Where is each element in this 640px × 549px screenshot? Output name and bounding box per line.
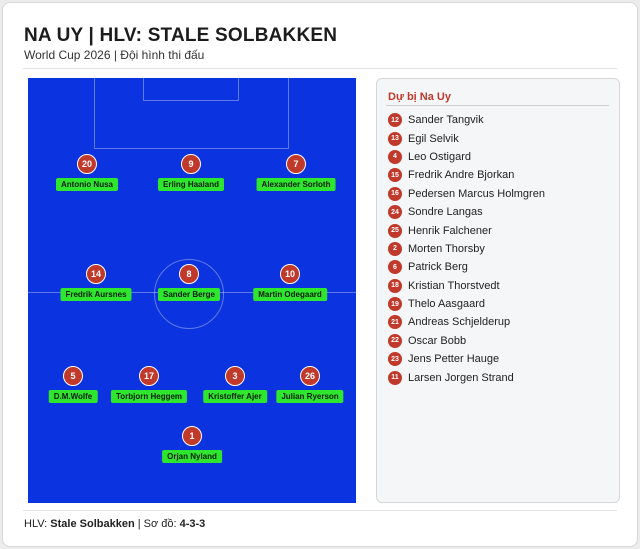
player-name-tag: Alexander Sorloth (256, 178, 336, 191)
player-number-badge: 20 (77, 154, 97, 174)
bench-list-item[interactable]: 11 Larsen Jorgen Strand (388, 368, 545, 386)
formation-label: | Sơ đồ: (134, 518, 180, 530)
bench-number-badge: 4 (388, 149, 402, 164)
footer-info: HLV: Stale Solbakken | Sơ đồ: 4-3-3 (24, 518, 205, 530)
bench-number-badge: 16 (388, 186, 402, 201)
bench-divider (386, 105, 609, 106)
bench-player-name: Jens Petter Hauge (408, 353, 500, 366)
footer-divider (23, 510, 617, 511)
bench-number-badge: 24 (388, 205, 402, 220)
goal-box (143, 78, 239, 101)
bench-player-name: Sander Tangvik (408, 114, 484, 127)
bench-number-badge: 12 (388, 113, 402, 128)
player-name-tag: Kristoffer Ajer (203, 390, 267, 403)
bench-player-name: Egil Selvik (408, 132, 459, 145)
bench-number-badge: 11 (388, 370, 402, 385)
player-number-badge: 5 (63, 366, 83, 386)
bench-player-name: Kristian Thorstvedt (408, 279, 500, 292)
player-name-tag: Martin Odegaard (253, 288, 327, 301)
player-name-tag: Julian Ryerson (276, 390, 344, 403)
bench-list-item[interactable]: 18 Kristian Thorstvedt (388, 277, 545, 295)
bench-player-name: Sondre Langas (408, 206, 483, 219)
bench-list-item[interactable]: 2 Morten Thorsby (388, 240, 545, 258)
player-number-badge: 1 (182, 426, 202, 446)
penalty-box (94, 78, 289, 149)
player-number-badge: 7 (286, 154, 306, 174)
player-number-badge: 26 (300, 366, 320, 386)
player-number-badge: 10 (280, 264, 300, 284)
bench-list-item[interactable]: 6 Patrick Berg (388, 258, 545, 276)
bench-player-name: Morten Thorsby (408, 242, 485, 255)
header-divider (23, 68, 617, 69)
bench-player-name: Leo Ostigard (408, 150, 471, 163)
bench-player-name: Henrik Falchener (408, 224, 492, 237)
bench-list-item[interactable]: 24 Sondre Langas (388, 203, 545, 221)
bench-list-item[interactable]: 22 Oscar Bobb (388, 332, 545, 350)
bench-list-item[interactable]: 12 Sander Tangvik (388, 111, 545, 129)
bench-list-item[interactable]: 4 Leo Ostigard (388, 148, 545, 166)
bench-list-item[interactable]: 13 Egil Selvik (388, 129, 545, 147)
bench-number-badge: 23 (388, 352, 402, 367)
bench-number-badge: 25 (388, 223, 402, 238)
player-number-badge: 17 (139, 366, 159, 386)
player-name-tag: Orjan Nyland (162, 450, 222, 463)
formation-value: 4-3-3 (179, 518, 206, 530)
bench-player-name: Thelo Aasgaard (408, 298, 486, 311)
bench-number-badge: 21 (388, 315, 402, 330)
bench-player-name: Patrick Berg (408, 261, 468, 274)
bench-list-item[interactable]: 19 Thelo Aasgaard (388, 295, 545, 313)
bench-list: 12 Sander Tangvik 13 Egil Selvik 4 Leo Osti… (388, 111, 545, 387)
bench-list-item[interactable]: 16 Pedersen Marcus Holmgren (388, 185, 545, 203)
bench-player-name: Oscar Bobb (408, 334, 467, 347)
bench-number-badge: 2 (388, 241, 402, 256)
coach-label: HLV: (24, 518, 51, 530)
player-name-tag: Torbjorn Heggem (110, 390, 188, 403)
player-name-tag: D.M.Wolfe (48, 390, 98, 403)
bench-list-item[interactable]: 15 Fredrik Andre Bjorkan (388, 166, 545, 184)
bench-number-badge: 19 (388, 297, 402, 312)
page-subtitle: World Cup 2026 | Đội hình thi đấu (24, 48, 205, 62)
bench-list-item[interactable]: 23 Jens Petter Hauge (388, 350, 545, 368)
player-number-badge: 8 (179, 264, 199, 284)
bench-number-badge: 18 (388, 278, 402, 293)
bench-number-badge: 15 (388, 168, 402, 183)
bench-player-name: Andreas Schjelderup (408, 316, 511, 329)
bench-number-badge: 13 (388, 131, 402, 146)
player-number-badge: 9 (181, 154, 201, 174)
player-name-tag: Sander Berge (157, 288, 221, 301)
bench-number-badge: 22 (388, 333, 402, 348)
bench-player-name: Larsen Jorgen Strand (408, 371, 514, 384)
bench-player-name: Pedersen Marcus Holmgren (408, 187, 545, 200)
player-number-badge: 14 (86, 264, 106, 284)
page-title: NA UY | HLV: STALE SOLBAKKEN (24, 25, 338, 46)
player-number-badge: 3 (225, 366, 245, 386)
football-pitch: 20 Antonio Nusa 9 Erling Haaland 7 Alexa… (28, 78, 356, 503)
bench-player-name: Fredrik Andre Bjorkan (408, 169, 515, 182)
bench-panel: Dự bị Na Uy 12 Sander Tangvik 13 Egil Selv… (376, 78, 620, 503)
player-name-tag: Fredrik Aursnes (60, 288, 132, 301)
bench-list-item[interactable]: 21 Andreas Schjelderup (388, 313, 545, 331)
center-circle (154, 259, 224, 329)
bench-number-badge: 6 (388, 260, 402, 275)
player-name-tag: Erling Haaland (157, 178, 225, 191)
bench-list-item[interactable]: 25 Henrik Falchener (388, 221, 545, 239)
coach-name: Stale Solbakken (50, 518, 135, 530)
bench-title: Dự bị Na Uy (388, 91, 451, 103)
player-name-tag: Antonio Nusa (56, 178, 118, 191)
